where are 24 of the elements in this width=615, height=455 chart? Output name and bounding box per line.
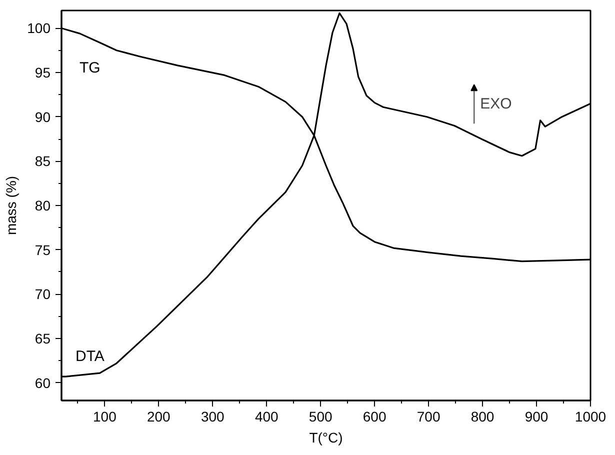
x-axis-title: T(°C) (309, 430, 343, 446)
series-label: TG (80, 60, 100, 77)
x-tick-label: 600 (362, 408, 386, 424)
x-tick-label: 700 (416, 408, 440, 424)
y-tick-label: 90 (34, 108, 51, 125)
y-tick-label: 95 (34, 64, 51, 81)
y-tick-label: 80 (34, 198, 51, 214)
annotation: EXO (480, 96, 512, 113)
y-tick-label: 75 (34, 242, 51, 258)
x-tick-label: 900 (524, 408, 548, 424)
x-tick-label: 100 (93, 408, 117, 424)
x-tick-label: 200 (146, 408, 171, 424)
series-label: DTA (76, 348, 104, 366)
y-tick-label: 60 (34, 374, 51, 391)
y-tick-label: 70 (34, 286, 51, 302)
x-tick-label: 1000 (574, 408, 606, 424)
x-tick-label: 300 (200, 408, 225, 424)
y-axis-title: mass (%) (3, 176, 20, 236)
x-tick-label: 400 (254, 408, 279, 424)
y-tick-label: 65 (34, 330, 51, 346)
y-tick-label: 85 (34, 153, 51, 170)
x-tick-label: 500 (308, 408, 332, 424)
y-tick-label: 100 (27, 20, 51, 36)
x-tick-label: 800 (470, 408, 494, 424)
